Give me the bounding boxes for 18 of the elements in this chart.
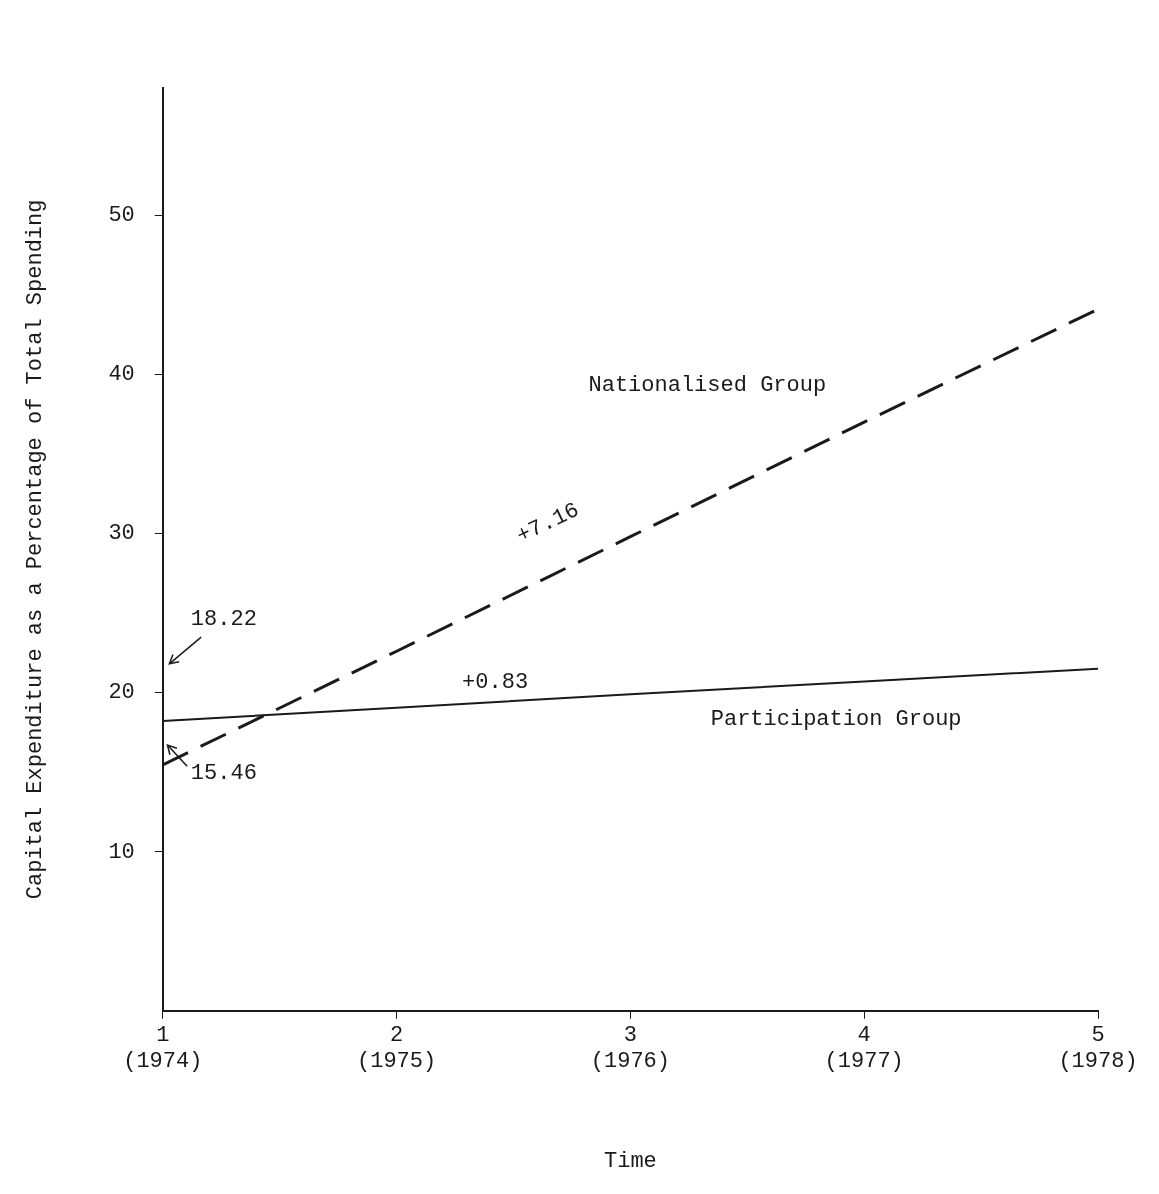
x-tick-label: 1 (1974)	[123, 1022, 203, 1075]
annotation: +7.16	[512, 497, 584, 549]
x-tick-label: 2 (1975)	[356, 1022, 437, 1075]
y-tick-label: 20	[108, 680, 135, 706]
y-tick-label: 10	[108, 839, 135, 865]
series-label: Participation Group	[710, 706, 962, 732]
x-tick-label: 3 (1976)	[590, 1022, 671, 1075]
y-axis-title: Capital Expenditure as a Percentage of Total Spending	[23, 199, 49, 900]
annotation: +0.83	[462, 670, 529, 696]
annotation: 15.46	[190, 761, 257, 787]
y-tick-label: 30	[108, 521, 135, 547]
y-tick-label: 40	[108, 362, 135, 388]
x-tick-label: 5 (1978)	[1058, 1022, 1138, 1075]
annotation: 18.22	[190, 607, 257, 633]
y-tick-label: 50	[108, 203, 135, 229]
series-label: Nationalised Group	[588, 372, 827, 398]
x-tick-label: 4 (1977)	[824, 1022, 904, 1075]
x-axis-title: Time	[604, 1148, 657, 1174]
